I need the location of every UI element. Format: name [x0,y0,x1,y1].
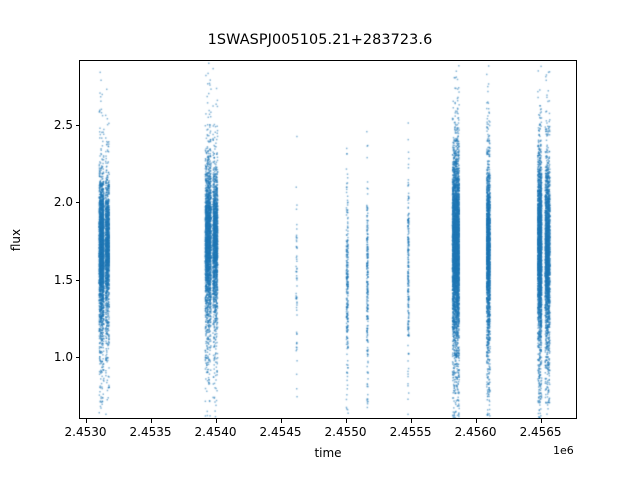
x-tick-label: 2.4560 [454,425,497,439]
y-tick-label: 1.5 [53,272,73,287]
scatter-plot-canvas [80,61,576,418]
y-axis-label: flux [9,228,23,252]
x-tick-label: 2.4540 [194,425,237,439]
x-axis-offset-text: 1e6 [553,444,574,457]
x-tick-label: 2.4555 [389,425,432,439]
y-tick-mark [75,357,79,359]
x-axis-label: time [314,446,342,460]
y-tick-label: 2.0 [53,195,73,210]
x-tick-mark [540,419,542,423]
x-tick-mark [410,419,412,423]
y-tick-label: 1.0 [53,350,73,365]
x-tick-mark [85,419,87,423]
page-title: 1SWASPJ005105.21+283723.6 [207,32,433,48]
x-tick-label: 2.4565 [519,425,562,439]
y-tick-mark [75,202,79,204]
x-tick-label: 2.4535 [129,425,172,439]
x-tick-mark [150,419,152,423]
x-tick-label: 2.4545 [259,425,302,439]
x-tick-mark [280,419,282,423]
x-tick-mark [475,419,477,423]
x-tick-mark [215,419,217,423]
y-tick-mark [75,279,79,281]
plot-axes [79,60,577,419]
y-tick-label: 2.5 [53,117,73,132]
x-tick-label: 2.4550 [324,425,367,439]
x-tick-label: 2.4530 [64,425,107,439]
x-tick-mark [345,419,347,423]
y-tick-mark [75,124,79,126]
